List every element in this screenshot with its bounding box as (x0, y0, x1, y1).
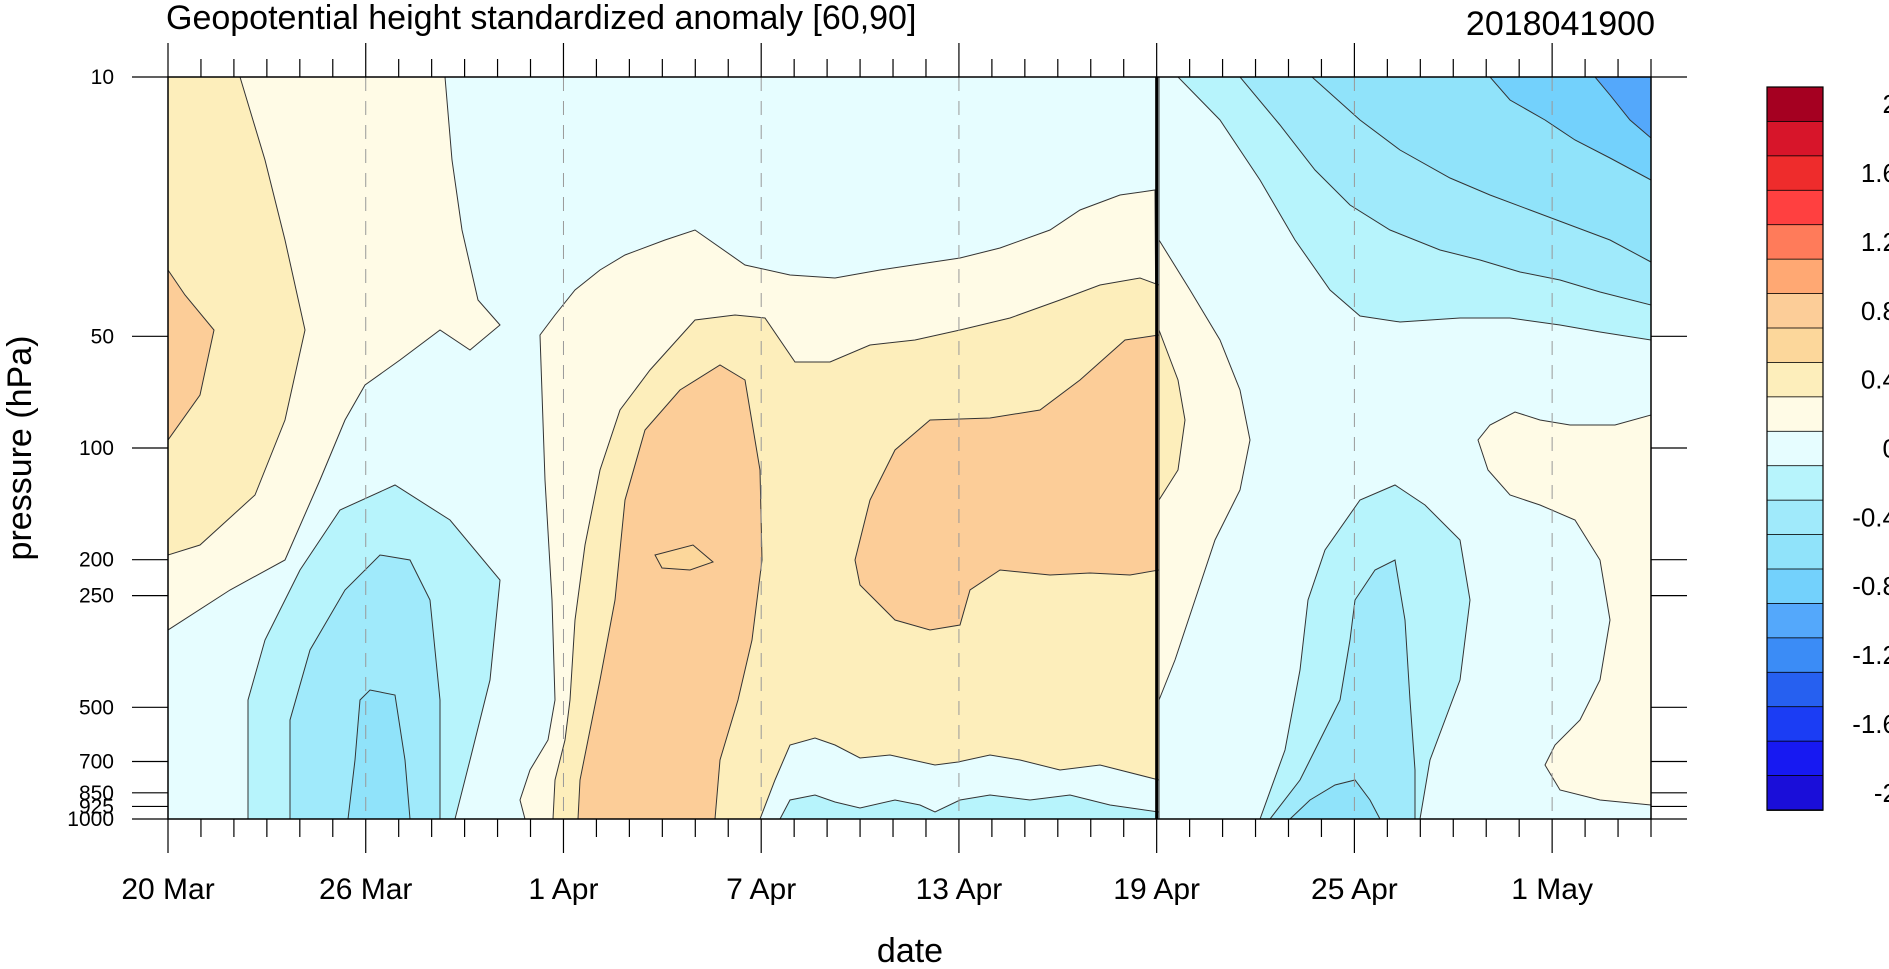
colorbar-label: 1.2 (1861, 227, 1889, 257)
colorbar-label: 0.4 (1861, 365, 1889, 395)
contour-fill-left-pos-2 (168, 77, 306, 556)
x-tick-label: 19 Apr (1113, 873, 1200, 906)
colorbar-swatch (1766, 189, 1824, 226)
chart-title: Geopotential height standardized anomaly… (166, 0, 916, 37)
contour-fill-lm-neg-6 (347, 689, 411, 819)
contour-fill-19apr-pos-2 (1158, 329, 1186, 502)
colorbar-swatch (1766, 155, 1824, 192)
colorbar-label: -0.4 (1852, 502, 1889, 532)
contour-fill-mid-pos-6 (654, 544, 714, 571)
x-axis-label: date (877, 932, 943, 969)
x-tick-label: 1 May (1511, 873, 1593, 906)
contour-fill-layer (168, 77, 1651, 819)
y-tick-label: 50 (91, 325, 114, 348)
y-tick-label: 10 (91, 66, 114, 89)
y-tick-label: 200 (79, 549, 114, 572)
contour-fill-19apr-pos-0 (1158, 238, 1251, 701)
colorbar-swatch (1766, 465, 1824, 502)
contour-fill-right-neg-10 (1594, 77, 1651, 139)
colorbar-swatch (1766, 430, 1824, 467)
colorbar-swatch (1766, 396, 1824, 433)
colorbar-swatch (1766, 568, 1824, 605)
colorbar-frame (1766, 86, 1824, 811)
colorbar-swatch (1766, 740, 1824, 777)
colorbar-swatch (1766, 258, 1824, 295)
colorbar-label: 1.6 (1861, 158, 1889, 188)
y-tick-label: 700 (79, 751, 114, 774)
chart-subtitle: 2018041900 (1466, 5, 1655, 43)
y-tick-label: 1000 (67, 808, 114, 831)
colorbar-label: -2 (1874, 778, 1889, 808)
colorbar-label: -1.2 (1852, 640, 1889, 670)
contour-fill-la-neg-6 (1289, 779, 1381, 819)
colorbar-swatch (1766, 603, 1824, 639)
colorbar-swatch (1766, 637, 1824, 674)
colorbar: 2 1.6 1.2 0.8 0.4 0 -0.4 -0.8 -1.2 -1.6 -2 (1766, 86, 1889, 811)
colorbar-label: 0.8 (1861, 296, 1889, 326)
colorbar-swatch (1766, 293, 1824, 329)
contour-fill-left-pos-4 (168, 269, 215, 441)
contour-fill-lower-neg-2 (779, 794, 1160, 819)
colorbar-swatch (1766, 499, 1824, 536)
colorbar-swatch (1766, 534, 1824, 570)
y-tick-label: 250 (79, 585, 114, 608)
colorbar-label: -0.8 (1852, 571, 1889, 601)
x-tick-label: 20 Mar (121, 873, 214, 906)
x-tick-label: 7 Apr (726, 873, 796, 906)
y-tick-label: 850 (79, 782, 114, 805)
x-tick-label: 25 Apr (1311, 873, 1398, 906)
x-tick-label: 13 Apr (916, 873, 1003, 906)
x-tick-label: 26 Mar (319, 873, 412, 906)
colorbar-swatch (1766, 224, 1824, 261)
colorbar-label: 2 (1883, 89, 1889, 119)
contour-fill-mid-pos-4b (854, 334, 1160, 631)
colorbar-label: 0 (1883, 434, 1889, 464)
y-tick-label: 100 (79, 437, 114, 460)
colorbar-swatch (1766, 86, 1824, 123)
colorbar-swatch (1766, 775, 1824, 811)
colorbar-swatch (1766, 706, 1824, 743)
colorbar-swatch (1766, 671, 1824, 708)
y-tick-label: 500 (79, 696, 114, 719)
x-tick-label: 1 Apr (528, 873, 598, 906)
contour-fill-right-neg-8 (1489, 77, 1651, 181)
colorbar-swatch (1766, 362, 1824, 398)
y-axis-label: pressure (hPa) (1, 336, 39, 561)
colorbar-swatch (1766, 121, 1824, 157)
colorbar-label: -1.6 (1852, 709, 1889, 739)
contour-fill-mid-pos-4a (577, 364, 763, 819)
colorbar-swatch (1766, 327, 1824, 364)
x-axis: 20 Mar 26 Mar 1 Apr 7 Apr 13 Apr 19 Apr 25 Apr… (121, 43, 1652, 906)
contour-fill-la-neg-4 (1269, 559, 1416, 819)
y-tick-label: 925 (79, 795, 114, 818)
